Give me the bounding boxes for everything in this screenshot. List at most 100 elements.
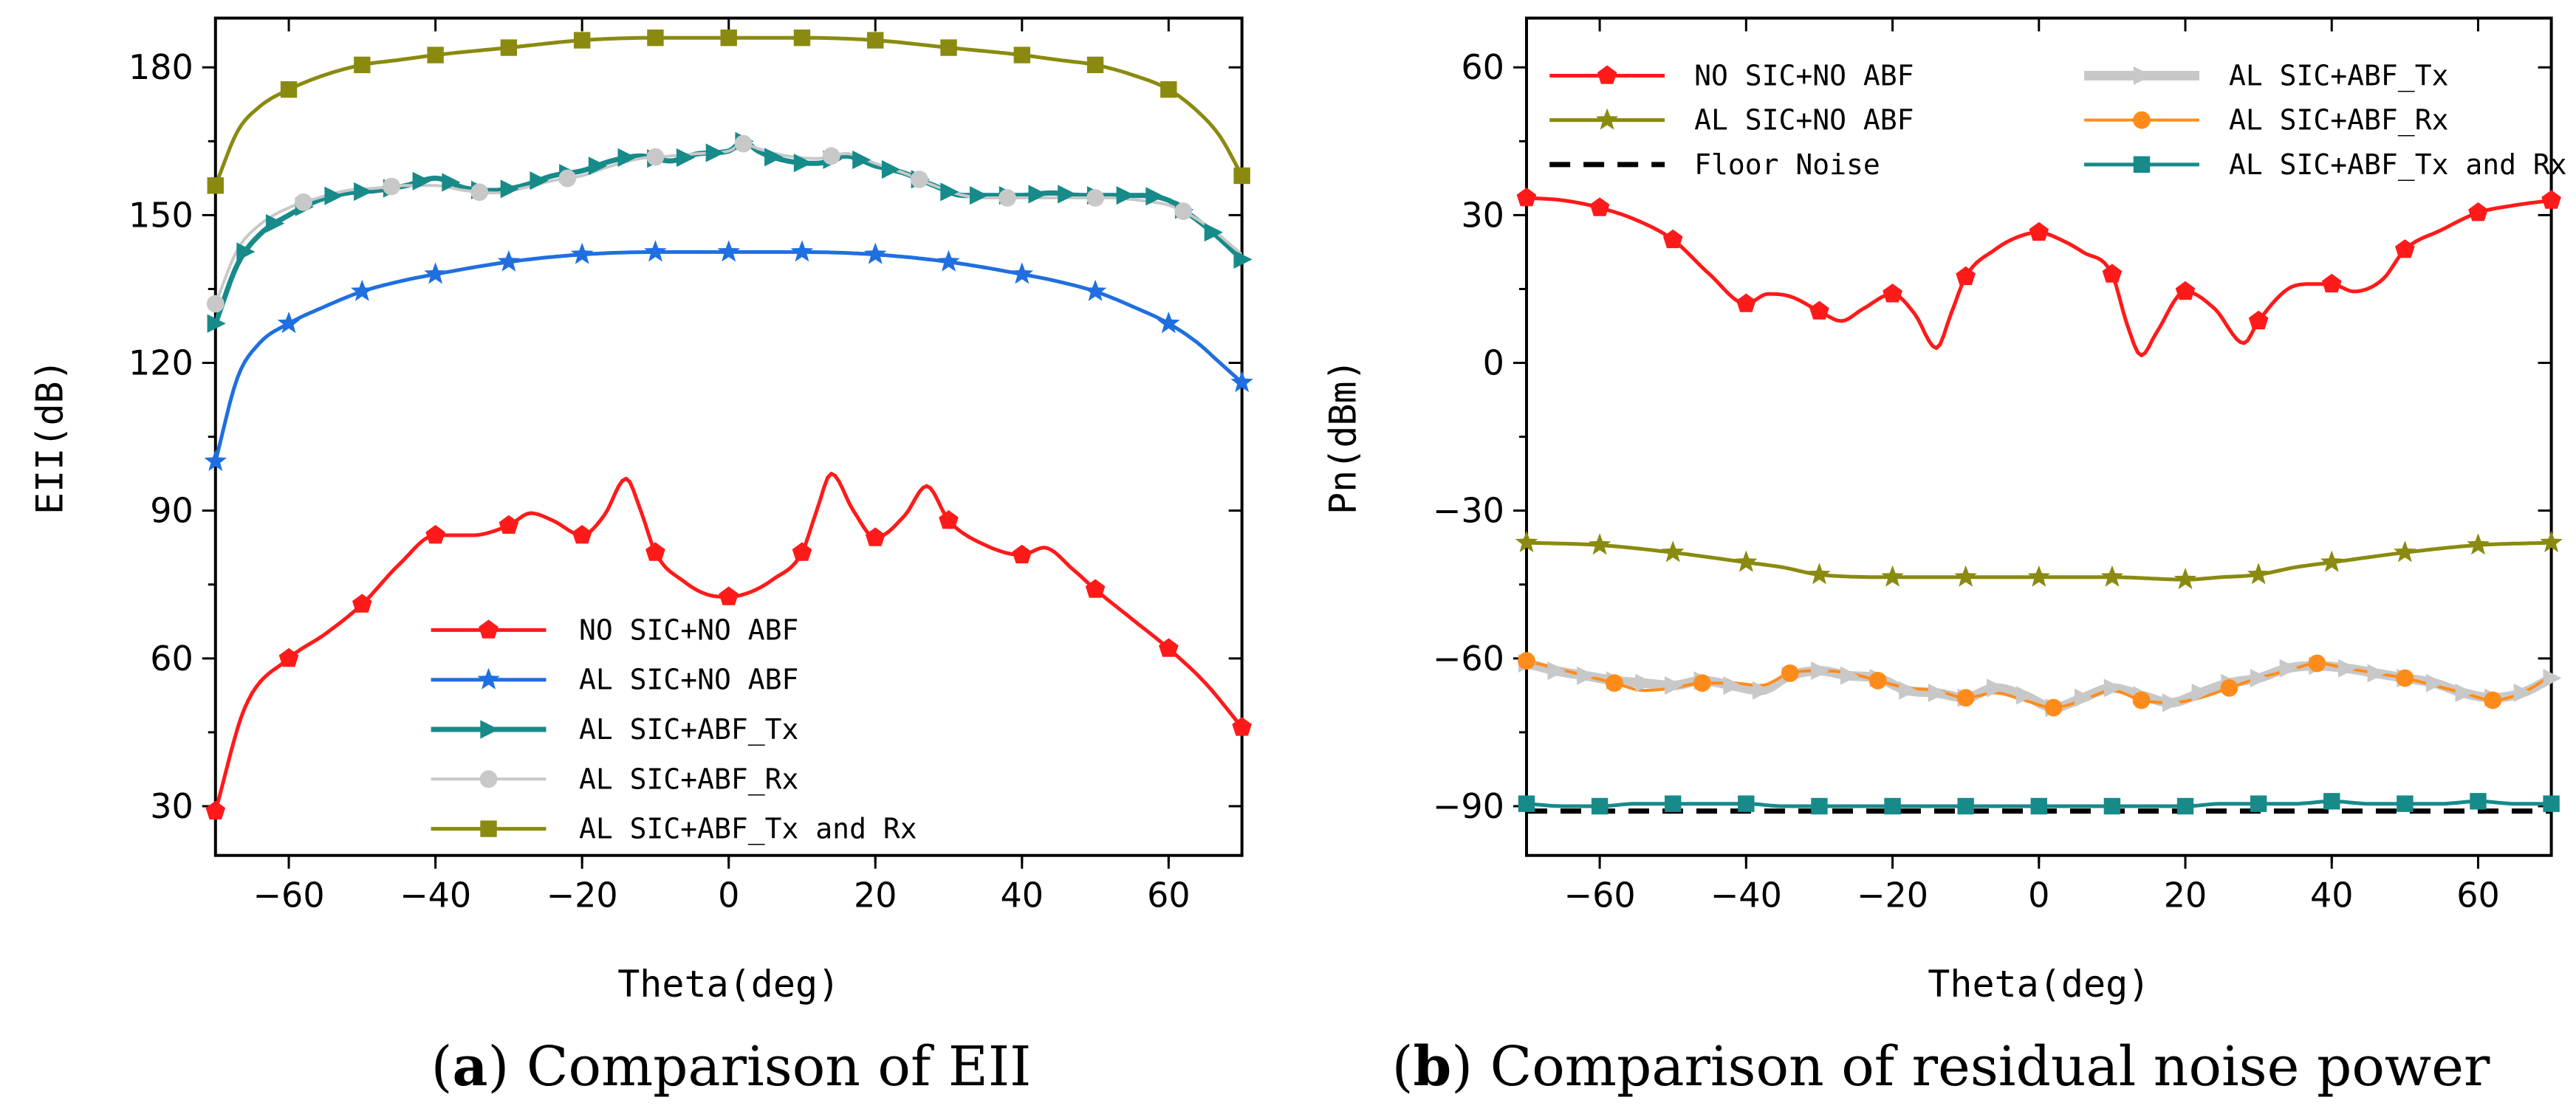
marker-al-sic-abf-tx-and-rx (500, 39, 518, 56)
marker-no-sic-no-abf (1956, 266, 1976, 286)
marker-al-sic-abf-tx (2279, 659, 2298, 678)
marker-al-sic-no-abf (2540, 530, 2563, 553)
marker-al-sic-abf-tx (676, 148, 696, 168)
marker-al-sic-no-abf (937, 250, 960, 272)
marker-al-sic-no-abf (2320, 550, 2343, 572)
marker-al-sic-abf-tx-and-rx (1884, 797, 1901, 815)
marker-al-sic-abf-rx (998, 189, 1016, 207)
marker-al-sic-abf-tx (764, 148, 784, 167)
x-tick-label: 60 (1147, 876, 1191, 915)
marker-al-sic-abf-tx (1547, 661, 1566, 681)
marker-al-sic-abf-tx (530, 171, 549, 190)
marker-al-sic-no-abf (2394, 540, 2416, 563)
legend-entry-floor-noise: Floor Noise (1549, 148, 1880, 181)
marker-no-sic-no-abf (352, 594, 372, 613)
marker-al-sic-abf-tx-and-rx (1160, 81, 1177, 98)
legend-entry-al-sic-no-abf: AL SIC+NO ABF (1549, 104, 1914, 137)
marker-al-sic-abf-rx (1174, 202, 1193, 221)
legend-entry-al-sic-abf-tx: AL SIC+ABF_Tx (2084, 60, 2448, 93)
marker-no-sic-no-abf (939, 510, 959, 529)
marker-al-sic-abf-tx-and-rx (2397, 795, 2414, 812)
y-tick-label: 120 (129, 343, 193, 383)
x-tick-label: −20 (547, 876, 618, 915)
legend-marker (477, 667, 500, 690)
marker-no-sic-no-abf (2102, 264, 2123, 283)
marker-al-sic-abf-tx (207, 314, 226, 333)
x-tick-label: 20 (2164, 876, 2207, 915)
series-line-al-sic-no-abf (215, 250, 1242, 462)
marker-al-sic-no-abf (570, 242, 594, 264)
y-tick-label: 180 (129, 47, 193, 87)
marker-al-sic-no-abf (2174, 568, 2197, 590)
marker-al-sic-abf-rx (295, 193, 312, 211)
marker-al-sic-abf-tx-and-rx (1013, 47, 1031, 63)
marker-al-sic-abf-tx (2075, 688, 2094, 707)
marker-al-sic-abf-tx (852, 150, 871, 170)
y-tick-label: 60 (150, 639, 193, 678)
marker-al-sic-abf-rx (558, 169, 577, 188)
legend-label: AL SIC+ABF_Tx (579, 713, 798, 746)
legend-label: AL SIC+ABF_Tx and Rx (2229, 148, 2567, 182)
marker-al-sic-abf-rx (2308, 654, 2326, 673)
x-tick-label: −60 (1564, 876, 1636, 915)
x-tick-label: 0 (718, 876, 739, 915)
marker-al-sic-no-abf (1083, 279, 1107, 301)
marker-al-sic-abf-tx (1028, 185, 1047, 204)
marker-al-sic-abf-rx (822, 147, 840, 165)
series-no-sic-no-abf (1526, 196, 2552, 357)
marker-no-sic-no-abf (2248, 310, 2269, 330)
marker-al-sic-no-abf (204, 449, 227, 471)
marker-no-sic-no-abf (865, 527, 886, 546)
y-tick-label: 30 (150, 786, 193, 826)
marker-al-sic-abf-rx (734, 134, 753, 153)
marker-al-sic-abf-tx-and-rx (354, 56, 371, 74)
plot-frame (1524, 16, 2553, 857)
marker-al-sic-abf-tx (793, 154, 812, 173)
marker-al-sic-abf-tx (2543, 668, 2562, 688)
marker-al-sic-abf-tx (1204, 223, 1223, 242)
marker-al-sic-abf-tx-and-rx (1086, 56, 1104, 74)
marker-al-sic-abf-tx (617, 148, 637, 167)
marker-al-sic-abf-tx (1752, 681, 1772, 700)
marker-no-sic-no-abf (1736, 293, 1756, 312)
marker-al-sic-abf-rx (1956, 689, 1975, 707)
marker-al-sic-abf-tx (1233, 250, 1253, 269)
marker-al-sic-abf-tx (1665, 676, 1684, 695)
legend-label: NO SIC+NO ABF (579, 614, 798, 646)
x-tick-label: −40 (400, 876, 471, 915)
legend: NO SIC+NO ABF AL SIC+NO ABF AL SIC+ABF_Tx A… (431, 614, 917, 846)
marker-al-sic-abf-rx (646, 148, 665, 166)
marker-al-sic-abf-rx (470, 183, 489, 202)
legend-entry-al-sic-no-abf: AL SIC+NO ABF (431, 664, 798, 696)
marker-al-sic-abf-tx-and-rx (867, 32, 884, 49)
marker-al-sic-no-abf (644, 240, 667, 262)
marker-al-sic-abf-tx (500, 179, 519, 199)
x-tick-label: 60 (2456, 876, 2500, 915)
marker-al-sic-no-abf (351, 279, 374, 301)
series-line-al-sic-abf-tx (215, 138, 1242, 325)
y-tick-label: −30 (1433, 491, 1504, 531)
marker-al-sic-abf-tx-and-rx (940, 39, 957, 56)
marker-al-sic-abf-tx (1635, 673, 1654, 692)
series-al-sic-abf-tx (215, 138, 1242, 325)
marker-no-sic-no-abf (278, 647, 299, 667)
marker-no-sic-no-abf (1589, 197, 1610, 216)
marker-al-sic-abf-tx-and-rx (207, 177, 224, 194)
marker-no-sic-no-abf (1883, 283, 1902, 303)
legend: NO SIC+NO ABF AL SIC+NO ABF Floor Noise AL … (1549, 60, 2567, 182)
marker-no-sic-no-abf (792, 542, 812, 561)
marker-al-sic-abf-tx-and-rx (1518, 795, 1535, 812)
markers (204, 29, 1253, 819)
marker-al-sic-abf-rx (2132, 691, 2151, 709)
marker-al-sic-no-abf (1515, 530, 1538, 553)
x-tick-label: −40 (1710, 876, 1782, 915)
x-axis-title: Theta(deg) (617, 963, 840, 1006)
markers (1515, 188, 2563, 815)
marker-al-sic-abf-tx-and-rx (573, 32, 591, 49)
legend-label: AL SIC+NO ABF (579, 664, 798, 696)
x-tick-label: −20 (1857, 876, 1928, 915)
marker-al-sic-no-abf (1954, 565, 1977, 587)
y-axis-title: EII(dB) (29, 359, 72, 515)
legend-marker (479, 619, 499, 639)
marker-al-sic-no-abf (424, 262, 447, 284)
